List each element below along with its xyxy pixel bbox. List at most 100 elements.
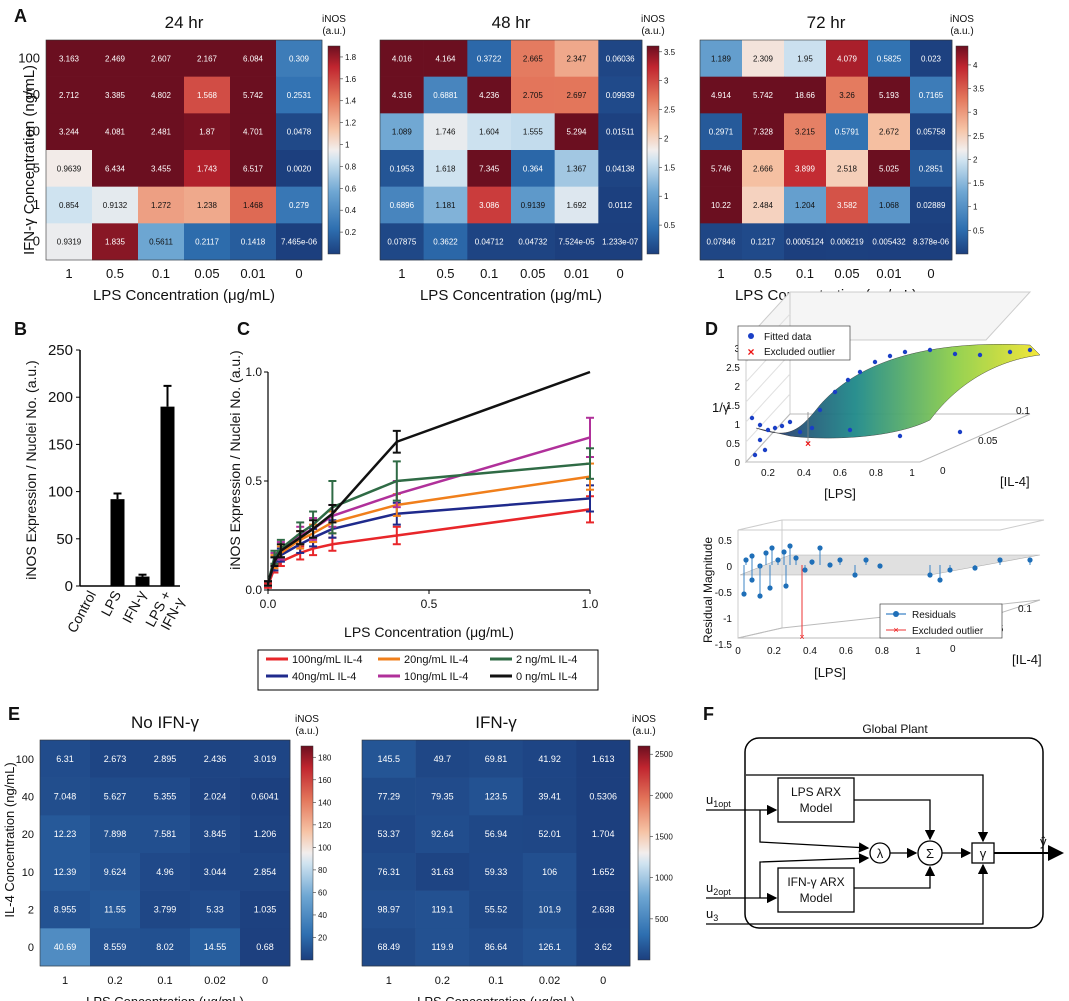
heatmap-xlabel: LPS Concentration (μg/mL): [420, 287, 602, 304]
heatmap-cell-value: 0.006219: [830, 238, 864, 247]
heatmap-cell-value: 5.355: [154, 792, 177, 802]
b-x-tick: Control: [64, 588, 99, 635]
heatmap-cell-value: 1.704: [592, 829, 615, 839]
heatmap-cell-value: 0.2851: [919, 164, 944, 173]
heatmap-cell: [46, 40, 93, 77]
heatmap-cell: [40, 815, 91, 854]
heatmap-cell-value: 8.02: [156, 942, 174, 952]
heatmap-cell-value: 6.084: [243, 54, 264, 63]
heatmap-cell: [469, 928, 524, 967]
heatmap-cell: [92, 186, 139, 224]
heatmap-cell: [522, 853, 577, 891]
d-bot-y-tick: 0: [950, 644, 956, 655]
heatmap-cell: [742, 150, 785, 187]
heatmap-cell-value: 69.81: [485, 754, 508, 764]
heatmap-cell: [276, 223, 323, 261]
d-top-legend-label: Excluded outlier: [764, 347, 836, 358]
colorbar-title: (a.u.): [641, 26, 664, 37]
heatmap-cell-value: 1.692: [566, 201, 587, 210]
heatmap-x-tick: 0.02: [204, 975, 225, 987]
heatmap-cell: [46, 113, 93, 151]
colorbar-title: iNOS: [641, 14, 665, 25]
d-top-x-tick: 0.6: [833, 468, 847, 479]
heatmap-cell-value: 3.163: [59, 54, 80, 63]
d-top-point: [857, 369, 863, 375]
heatmap-cell-value: 2.481: [151, 128, 172, 137]
heatmap-cell: [826, 150, 869, 187]
d-bot-xlabel: [LPS]: [814, 665, 846, 680]
heatmap-cell-value: 4.236: [479, 91, 500, 100]
d-bot-point: [837, 557, 843, 563]
heatmap-cell: [700, 40, 743, 77]
heatmap-cell-value: 0.02889: [917, 201, 946, 210]
d-bot-ylabel: [IL-4]: [1012, 652, 1042, 667]
heatmap-cell-value: 3.582: [837, 201, 858, 210]
heatmap-cell: [598, 150, 643, 187]
colorbar-tick: 120: [318, 821, 332, 830]
colorbar-title: (a.u.): [950, 26, 973, 37]
heatmap-cell-value: 76.31: [378, 867, 401, 877]
d-bot-point: [775, 557, 781, 563]
c-legend-label: 20ng/mL IL-4: [404, 654, 468, 666]
d-bot-point: [781, 549, 787, 555]
heatmap-cell: [554, 186, 599, 224]
d-bot-point: [787, 543, 793, 549]
heatmap-cell: [415, 815, 470, 854]
heatmap-cell: [46, 150, 93, 187]
heatmap-x-tick: 1: [65, 266, 72, 281]
heatmap-cell: [140, 740, 191, 778]
heatmap-cell-value: 4.914: [711, 91, 732, 100]
colorbar-tick: 500: [655, 915, 669, 924]
heatmap-cell: [138, 76, 185, 114]
heatmap-cell: [576, 853, 631, 891]
colorbar: [646, 45, 660, 255]
colorbar-tick: 4: [973, 61, 978, 70]
heatmap-cell: [46, 223, 93, 261]
heatmap-cell-value: 4.081: [105, 128, 126, 137]
c-series-line: [266, 462, 591, 584]
d-top-point: [952, 351, 958, 357]
heatmap-xlabel: LPS Concentration (μg/mL): [93, 287, 275, 304]
heatmap-cell-value: 5.193: [879, 91, 900, 100]
heatmap-cell-value: 1.568: [197, 91, 218, 100]
d-bot-box: [737, 519, 1045, 531]
d-top-z-tick: 2: [734, 382, 740, 393]
colorbar-title: iNOS: [322, 14, 346, 25]
heatmap-cell-value: 5.294: [566, 128, 587, 137]
heatmap-cell: [784, 113, 827, 151]
colorbar-title: (a.u.): [632, 726, 655, 737]
heatmap-cell: [423, 150, 468, 187]
c-legend-label: 0 ng/mL IL-4: [516, 671, 577, 683]
d-top-point: [757, 437, 763, 443]
heatmap-x-tick: 0.05: [520, 266, 545, 281]
d-bot-point: [852, 572, 858, 578]
panel-label-c: C: [237, 319, 250, 339]
heatmap-cell-value: 1.367: [566, 164, 587, 173]
heatmap-x-tick: 0.01: [564, 266, 589, 281]
heatmap-cell: [868, 186, 911, 224]
heatmap-cell: [598, 223, 643, 261]
b-y-tick: 150: [48, 436, 73, 453]
heatmap-cell-value: 3.215: [795, 128, 816, 137]
d-bot-point: [927, 572, 933, 578]
d-top-point: [752, 452, 758, 458]
heatmap-y-tick: 0: [28, 942, 34, 954]
heatmap-cell-value: 0.07875: [387, 238, 416, 247]
heatmap-frame: [39, 739, 291, 967]
heatmap-cell-value: 0.9639: [57, 164, 82, 173]
heatmap-cell-value: 98.97: [378, 905, 401, 915]
heatmap-cell: [90, 890, 141, 929]
heatmap-cell: [910, 76, 953, 114]
heatmap-cell-value: 39.41: [538, 792, 561, 802]
colorbar-tick: 40: [318, 911, 327, 920]
heatmap-cell: [415, 890, 470, 929]
heatmap-cell-value: 7.524e-05: [558, 238, 595, 247]
heatmap-cell-value: 2.895: [154, 754, 177, 764]
heatmap-cell-value: 0.04138: [606, 164, 635, 173]
heatmap-x-tick: 0.5: [436, 266, 454, 281]
d-top-legend: [737, 325, 851, 361]
heatmap-cell-value: 2.484: [753, 201, 774, 210]
heatmap-cell: [90, 928, 141, 967]
colorbar-tick: 0.4: [345, 206, 357, 215]
heatmap-xlabel: LPS Concentration (μg/mL): [417, 994, 575, 1001]
